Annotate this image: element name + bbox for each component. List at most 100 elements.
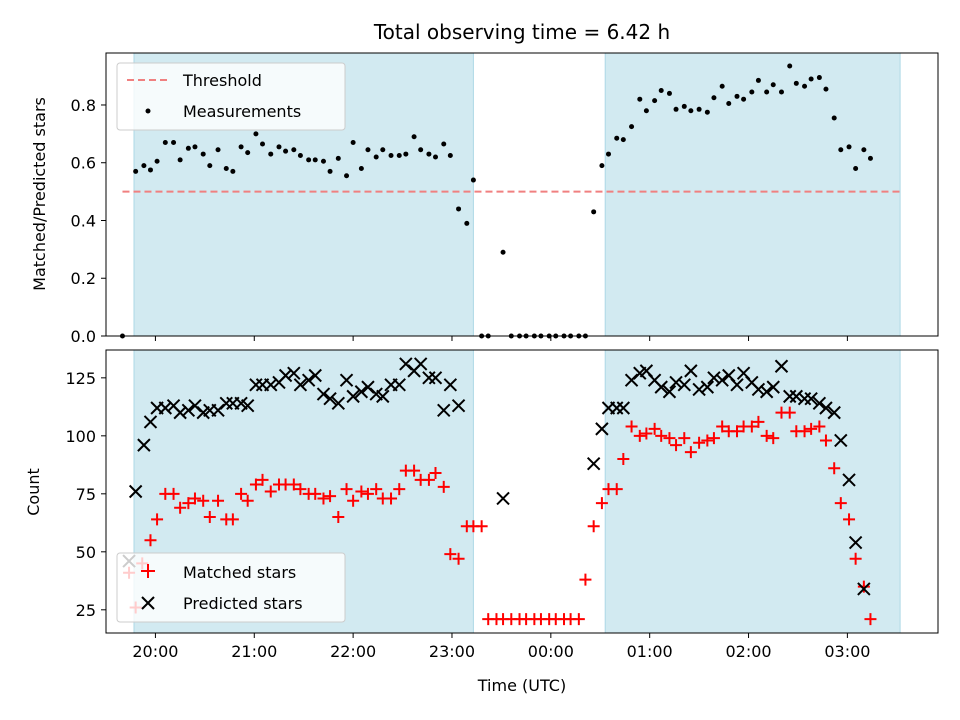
top-series0-point-80 — [734, 93, 740, 99]
bot-series0-point-28 — [332, 511, 345, 524]
top-series0-point-75 — [696, 106, 702, 112]
bot-series1-point-23 — [293, 378, 308, 392]
bot-series1-point-41 — [428, 371, 443, 385]
bot-series1-point-45 — [496, 491, 510, 506]
top-series0-point-26 — [320, 158, 326, 164]
top-series0-point-10 — [200, 151, 206, 157]
top-y-ticks: 0.0 0.2 0.4 0.6 0.8 — [71, 96, 106, 346]
top-series0-point-63 — [605, 151, 611, 157]
bot-series0-point-72 — [663, 432, 676, 445]
bot-series1-point-7 — [173, 405, 187, 420]
top-legend-box — [116, 62, 346, 131]
bot-series0-point-38 — [408, 464, 421, 477]
top-shaded-interval-1 — [604, 52, 901, 337]
top-series0-point-62 — [599, 163, 605, 169]
xtick-label-6: 02:00 — [725, 642, 771, 661]
top-series0-point-27 — [327, 168, 333, 174]
bottom-x-ticks: 20:00 21:00 22:00 23:00 00:00 01:00 02:00 03:00 — [132, 633, 870, 661]
top-chart-title: Total observing time = 6.42 h — [373, 20, 670, 44]
bot-series0-point-77 — [701, 434, 714, 447]
bot-series1-point-24 — [301, 373, 316, 387]
bot-series1-point-61 — [700, 380, 715, 394]
top-series0-point-83 — [755, 77, 761, 83]
bot-series1-point-59 — [684, 364, 698, 378]
bot-series1-point-75 — [804, 392, 818, 406]
bot-series1-point-81 — [848, 535, 863, 550]
top-series0-point-91 — [816, 75, 822, 81]
xtick-label-5: 01:00 — [627, 642, 673, 661]
bot-series0-point-15 — [235, 487, 248, 500]
bot-series0-point-32 — [361, 487, 374, 500]
bot-series0-point-14 — [226, 513, 239, 526]
top-series0-point-17 — [253, 131, 259, 137]
bot-series1-point-29 — [339, 373, 354, 387]
bot-series0-point-25 — [309, 487, 322, 500]
bot-series0-point-44 — [452, 552, 465, 565]
top-series0-point-15 — [238, 144, 244, 150]
top-data-points — [119, 63, 873, 339]
top-series0-point-13 — [223, 166, 229, 172]
top-ytick-label-1: 0.2 — [71, 269, 96, 288]
top-series0-point-20 — [276, 144, 282, 150]
top-series0-point-85 — [770, 82, 776, 88]
top-series0-point-72 — [673, 106, 679, 112]
top-series0-point-64 — [614, 135, 620, 141]
bot-series1-point-36 — [392, 378, 406, 392]
bot-series0-point-71 — [655, 429, 668, 442]
bot-series0-point-47 — [475, 520, 488, 533]
bot-series0-point-29 — [340, 483, 353, 496]
top-series0-point-67 — [637, 96, 643, 102]
top-series0-point-92 — [823, 86, 829, 92]
bot-series0-point-40 — [422, 473, 435, 486]
bot-series0-point-8 — [182, 497, 195, 510]
bot-series1-point-57 — [669, 375, 683, 390]
xtick-label-7: 03:00 — [824, 642, 870, 661]
bot-series1-point-27 — [323, 392, 337, 406]
bot-series0-point-65 — [610, 483, 623, 496]
top-series0-point-79 — [726, 101, 732, 107]
bot-series1-point-19 — [264, 378, 278, 392]
bottom-data-points — [122, 357, 877, 626]
top-series0-point-42 — [441, 141, 447, 147]
top-series0-point-74 — [688, 108, 694, 114]
bot-series1-point-28 — [331, 396, 346, 411]
bot-series0-point-75 — [684, 446, 697, 459]
bot-series1-point-34 — [376, 389, 390, 404]
top-series0-point-33 — [373, 154, 379, 160]
top-series0-point-5 — [162, 140, 168, 146]
bot-series0-point-63 — [595, 497, 608, 510]
bot-series1-point-47 — [595, 422, 609, 436]
top-series0-point-38 — [411, 134, 417, 140]
bot-series0-point-88 — [783, 406, 796, 419]
bot-series0-point-91 — [805, 422, 818, 435]
bot-series1-point-69 — [759, 385, 774, 399]
bot-ytick-label-2: 75 — [76, 485, 96, 504]
bot-series0-point-22 — [287, 478, 300, 491]
bot-series0-point-66 — [617, 453, 630, 466]
top-series0-point-9 — [192, 144, 198, 150]
bot-series0-point-17 — [249, 478, 262, 491]
bot-series1-point-43 — [443, 378, 458, 392]
legend-matched-swatch — [141, 564, 155, 578]
top-series0-point-88 — [793, 80, 799, 86]
bot-series0-point-85 — [760, 429, 773, 442]
bot-series1-point-62 — [707, 371, 721, 385]
top-series0-point-4 — [154, 158, 160, 164]
top-series0-point-90 — [808, 76, 814, 82]
top-series0-point-86 — [778, 89, 784, 95]
top-series0-point-94 — [838, 147, 844, 153]
top-series0-point-71 — [666, 90, 672, 96]
top-series0-point-21 — [283, 148, 289, 154]
bot-series0-point-16 — [241, 494, 254, 507]
top-series0-point-35 — [388, 153, 394, 159]
bot-series1-point-71 — [774, 359, 789, 373]
bot-series0-point-35 — [385, 492, 398, 505]
top-series0-point-69 — [652, 98, 658, 104]
bot-series0-point-98 — [857, 580, 870, 593]
bot-series1-point-30 — [346, 389, 360, 404]
top-series0-point-97 — [861, 147, 867, 153]
bot-series0-point-11 — [203, 511, 216, 524]
top-series0-point-12 — [215, 147, 221, 153]
top-series0-point-39 — [418, 147, 424, 153]
bot-series1-point-68 — [751, 382, 766, 397]
